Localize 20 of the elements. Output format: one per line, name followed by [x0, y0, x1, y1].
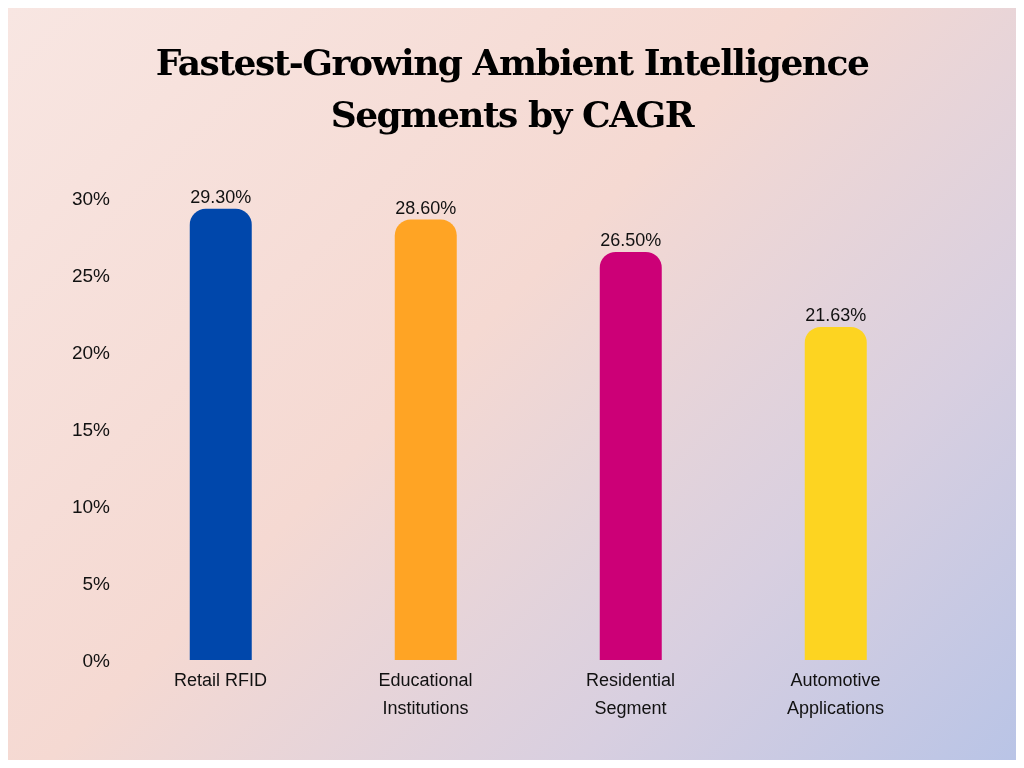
y-tick-label: 30%: [71, 187, 111, 209]
y-tick-label: 5%: [82, 572, 111, 594]
x-tick-label: Residential Segment: [585, 670, 676, 718]
bar: [189, 208, 252, 660]
data-label: 29.30%: [190, 186, 252, 207]
x-tick-label: Automotive Applications: [786, 670, 885, 718]
y-tick-label: 0%: [82, 649, 111, 671]
x-tick-label: Educational Institutions: [378, 670, 473, 718]
data-label: 21.63%: [805, 304, 867, 325]
bar: [804, 326, 867, 660]
y-tick-label: 20%: [71, 341, 111, 363]
x-tick-label: Retail RFID: [173, 670, 268, 690]
bar: [599, 251, 662, 660]
data-label: 26.50%: [600, 229, 662, 250]
y-tick-label: 25%: [71, 264, 111, 286]
bar: [394, 219, 457, 660]
y-tick-label: 15%: [71, 418, 111, 440]
data-label: 28.60%: [395, 197, 457, 218]
chart-title: Fastest-Growing Ambient Intelligence Segments by CAGR: [154, 40, 870, 137]
y-tick-label: 10%: [71, 495, 111, 517]
